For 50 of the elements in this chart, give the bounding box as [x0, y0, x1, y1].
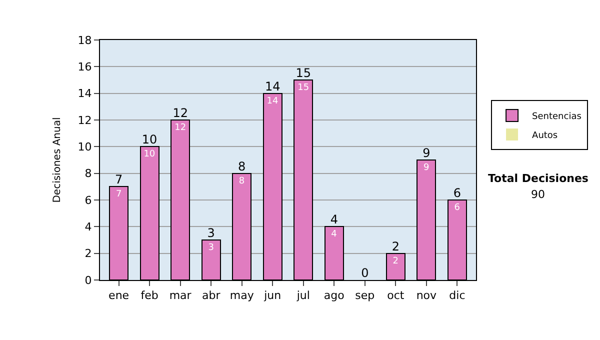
legend-label: Autos: [532, 131, 558, 142]
y-tick-label: 0: [84, 274, 92, 287]
x-tick-label: may: [230, 289, 254, 302]
y-tick-label: 4: [84, 220, 92, 234]
y-tick-label: 16: [78, 60, 92, 74]
y-tick-label: 14: [78, 87, 92, 100]
x-tick-label: jun: [263, 289, 282, 302]
data-label: 7: [116, 190, 122, 200]
y-tick-label: 12: [78, 114, 92, 127]
data-label: 2: [392, 256, 399, 266]
y-tick-label: 2: [84, 247, 92, 260]
x-tick-label: feb: [140, 289, 158, 302]
data-label: 12: [174, 123, 186, 133]
data-label: 10: [144, 150, 156, 160]
x-tick-label: sep: [355, 289, 375, 302]
y-axis-title: Decisiones Anual: [52, 117, 63, 203]
x-tick-label: oct: [387, 289, 405, 302]
x-tick-label: nov: [416, 289, 438, 302]
x-tick-label: ago: [324, 289, 345, 302]
total-label: 10: [142, 132, 158, 147]
total-label: 9: [422, 146, 430, 160]
y-tick-label: 6: [84, 194, 92, 207]
x-tick-label: mar: [169, 289, 192, 302]
total-label: 3: [207, 226, 215, 240]
y-tick-label: 8: [84, 167, 92, 180]
x-tick-label: jul: [296, 289, 310, 302]
data-label: 6: [454, 203, 460, 213]
total-label: 12: [172, 106, 188, 120]
data-label: 15: [298, 83, 310, 93]
total-label: 15: [296, 66, 312, 80]
data-label: 9: [423, 163, 430, 173]
data-label: 3: [208, 243, 214, 253]
total-label: 2: [392, 239, 400, 254]
text: Total Decisiones: [488, 172, 589, 185]
data-label: 14: [266, 96, 278, 106]
total-label: 14: [264, 79, 280, 94]
data-label: 4: [331, 230, 338, 240]
legend-label: Sentencias: [532, 112, 582, 122]
total-label: 0: [361, 266, 369, 280]
x-tick-label: abr: [202, 289, 221, 302]
x-tick-label: ene: [108, 289, 130, 302]
total-label: 4: [330, 212, 338, 227]
x-tick-label: dic: [449, 289, 466, 302]
total-label: 8: [238, 159, 246, 174]
y-tick-label: 18: [78, 34, 92, 47]
y-tick-label: 10: [78, 140, 92, 154]
data-label: 8: [238, 176, 245, 186]
total-label: 6: [453, 186, 462, 200]
total-label: 7: [114, 172, 123, 187]
text: 90: [531, 188, 545, 201]
